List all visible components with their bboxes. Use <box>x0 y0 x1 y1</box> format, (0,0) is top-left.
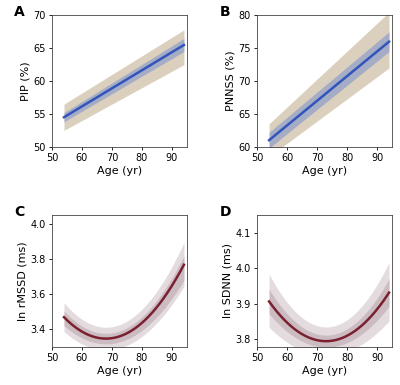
Y-axis label: ln SDNN (ms): ln SDNN (ms) <box>223 243 233 318</box>
Text: C: C <box>14 204 24 219</box>
X-axis label: Age (yr): Age (yr) <box>97 166 142 176</box>
Text: A: A <box>14 5 25 19</box>
X-axis label: Age (yr): Age (yr) <box>302 166 347 176</box>
Y-axis label: ln rMSSD (ms): ln rMSSD (ms) <box>18 241 28 321</box>
Text: D: D <box>219 204 231 219</box>
Text: B: B <box>219 5 230 19</box>
X-axis label: Age (yr): Age (yr) <box>97 365 142 375</box>
Y-axis label: PIP (%): PIP (%) <box>20 61 30 101</box>
Y-axis label: PNNSS (%): PNNSS (%) <box>226 51 236 111</box>
X-axis label: Age (yr): Age (yr) <box>302 365 347 375</box>
